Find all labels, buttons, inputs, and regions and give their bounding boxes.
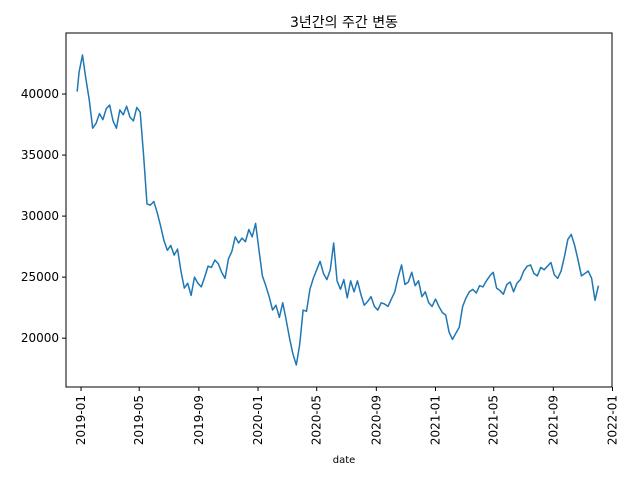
series-line xyxy=(76,54,600,366)
x-tick-label: 2022-01 xyxy=(605,395,619,445)
x-tick-label: 2021-01 xyxy=(428,395,442,445)
y-tick-label: 30000 xyxy=(21,209,59,223)
y-tick-label: 40000 xyxy=(21,87,59,101)
y-tick-label: 35000 xyxy=(21,148,59,162)
x-axis: 2019-01 2019-05 2019-09 2020-01 2020-05 2020-… xyxy=(74,387,619,445)
x-tick-label: 2019-05 xyxy=(132,395,146,445)
x-tick-label: 2020-01 xyxy=(251,395,265,445)
y-axis: 20000 25000 30000 35000 40000 xyxy=(21,87,66,345)
x-tick-label: 2021-05 xyxy=(487,395,501,445)
x-tick-label: 2021-09 xyxy=(546,395,560,445)
x-axis-title: date xyxy=(333,455,356,466)
plot-frame xyxy=(65,32,613,388)
y-tick-label: 25000 xyxy=(21,270,59,284)
y-tick-label: 20000 xyxy=(21,331,59,345)
x-tick-label: 2019-01 xyxy=(74,395,88,445)
chart-title: 3년간의 주간 변동 xyxy=(290,15,398,31)
x-tick-label: 2019-09 xyxy=(192,395,206,445)
x-tick-label: 2020-09 xyxy=(369,395,383,445)
x-tick-label: 2020-05 xyxy=(310,395,324,445)
